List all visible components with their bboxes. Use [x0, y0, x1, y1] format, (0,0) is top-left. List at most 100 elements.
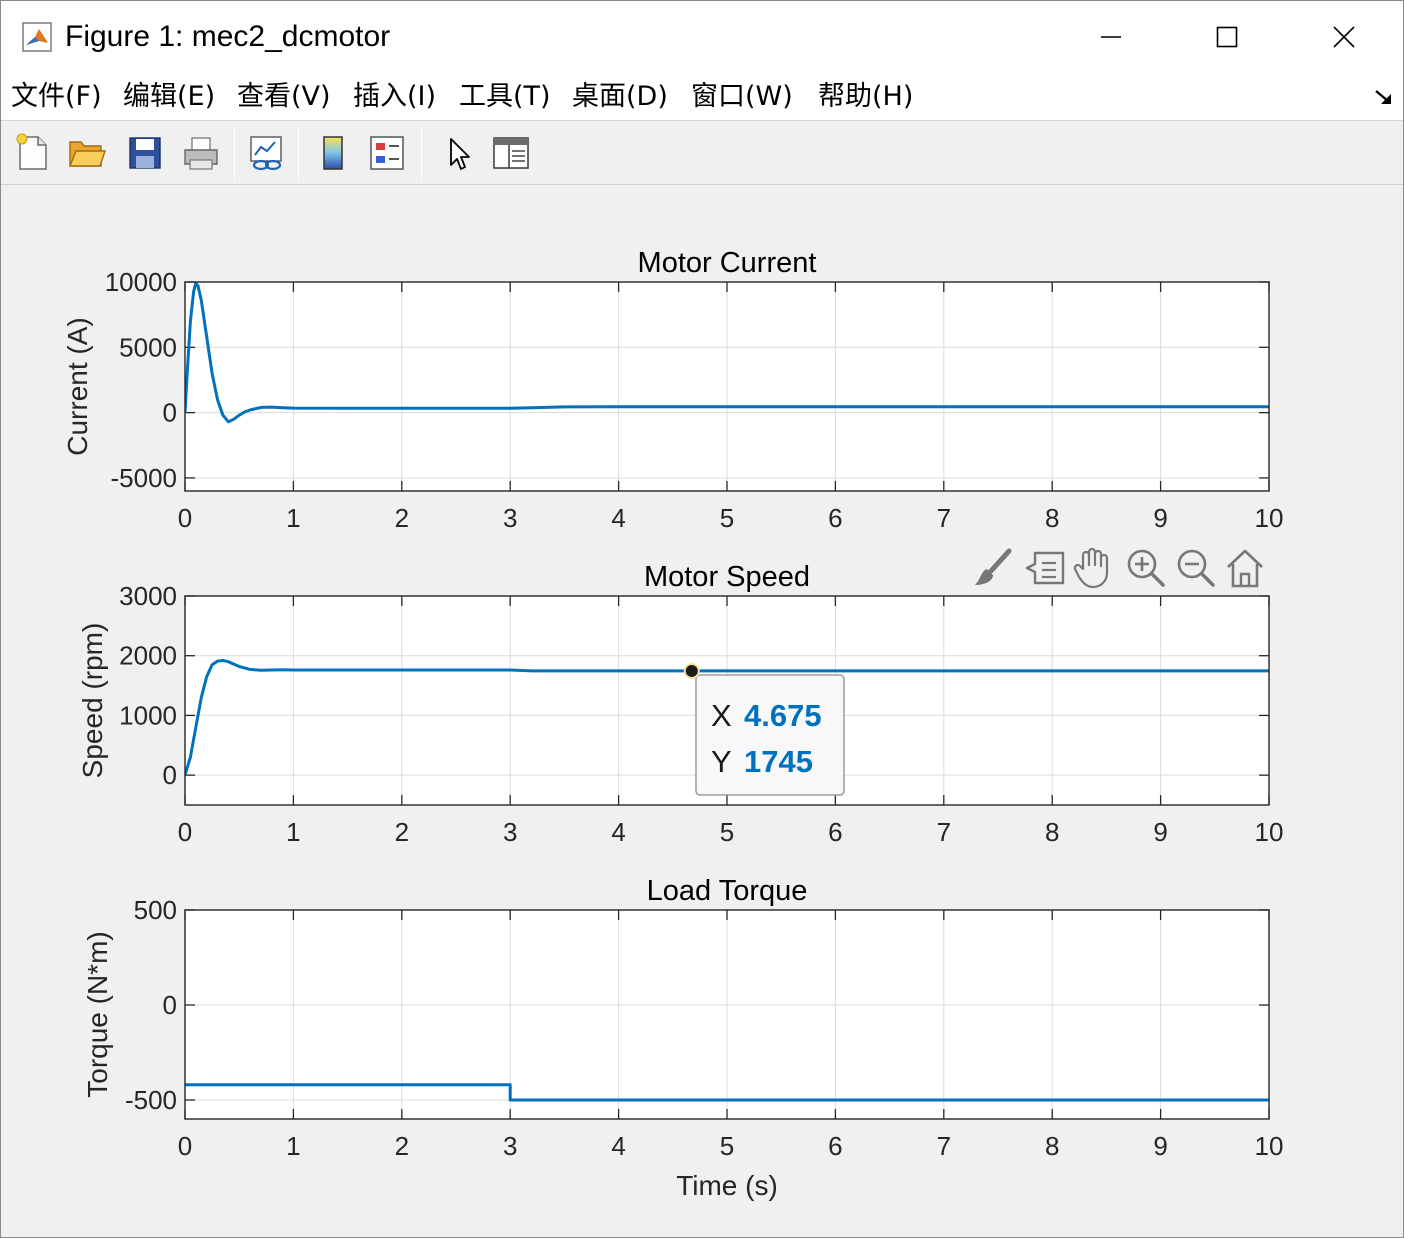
x-tick-label: 0	[178, 503, 192, 533]
zoom-in-button[interactable]	[1127, 549, 1165, 587]
brush-button[interactable]	[975, 548, 1012, 585]
brush-icon	[975, 548, 1012, 585]
edit-plot-button[interactable]	[435, 130, 479, 176]
datatip-icon	[1025, 551, 1065, 585]
plot-title: Motor Current	[638, 247, 817, 279]
y-tick-label: 2000	[119, 641, 177, 671]
menu-insert[interactable]: 插入(I)	[353, 81, 437, 112]
y-tick-label: 10000	[105, 267, 177, 297]
datatip-marker[interactable]	[683, 662, 700, 679]
property-inspector-icon	[493, 137, 529, 169]
x-tick-label: 8	[1045, 503, 1059, 533]
toolbar-separator	[234, 128, 235, 180]
y-axis-label: Speed (rpm)	[77, 623, 108, 779]
x-tick-label: 10	[1255, 503, 1284, 533]
minimize-icon	[1101, 36, 1121, 38]
datatip-box	[695, 674, 845, 796]
pan-button[interactable]	[1073, 547, 1109, 589]
menu-edit[interactable]: 编辑(E)	[123, 81, 216, 112]
maximize-icon	[1216, 26, 1238, 48]
home-button[interactable]	[1227, 549, 1263, 588]
plot-title: Load Torque	[647, 875, 808, 907]
menu-help[interactable]: 帮助(H)	[818, 81, 914, 112]
save-button[interactable]	[123, 130, 167, 176]
link-plot-button[interactable]	[245, 130, 289, 176]
menu-view[interactable]: 查看(V)	[237, 81, 331, 112]
close-button[interactable]	[1309, 13, 1379, 61]
x-tick-label: 8	[1045, 817, 1059, 847]
x-tick-label: 6	[828, 1131, 842, 1161]
datatip-y-label: Y	[711, 744, 732, 779]
x-tick-label: 2	[395, 503, 409, 533]
datatip-x-value: 4.675	[744, 698, 822, 733]
maximize-button[interactable]	[1192, 13, 1262, 61]
toolbar-separator	[298, 128, 299, 180]
colorbar-button[interactable]	[311, 130, 355, 176]
toolbar-separator	[421, 128, 422, 180]
y-tick-label: 3000	[119, 581, 177, 611]
legend-button[interactable]	[365, 130, 409, 176]
menu-file[interactable]: 文件(F)	[11, 81, 102, 112]
y-tick-label: 1000	[119, 700, 177, 730]
y-axis-label: Current (A)	[62, 317, 93, 455]
datatip-y-value: 1745	[744, 744, 813, 779]
home-icon	[1227, 549, 1263, 588]
close-icon	[1333, 26, 1355, 48]
save-icon	[129, 137, 161, 169]
x-tick-label: 9	[1153, 503, 1167, 533]
open-file-icon	[68, 141, 106, 167]
axes-box	[184, 281, 1270, 492]
x-tick-label: 1	[286, 1131, 300, 1161]
new-figure-button[interactable]	[11, 130, 55, 176]
title-bar[interactable]: Figure 1: mec2_dcmotor	[1, 1, 1403, 73]
menu-tools[interactable]: 工具(T)	[459, 81, 551, 112]
y-tick-label: 5000	[119, 332, 177, 362]
x-tick-label: 4	[611, 503, 625, 533]
matlab-icon	[22, 22, 52, 52]
x-tick-label: 4	[611, 817, 625, 847]
zoom-out-button[interactable]	[1177, 549, 1215, 587]
plot-title: Motor Speed	[644, 561, 810, 593]
x-tick-label: 3	[503, 817, 517, 847]
x-tick-label: 7	[937, 503, 951, 533]
x-tick-label: 8	[1045, 1131, 1059, 1161]
x-tick-label: 1	[286, 817, 300, 847]
y-tick-label: 0	[163, 398, 177, 428]
open-file-button[interactable]	[65, 130, 109, 176]
edit-plot-icon	[450, 138, 470, 170]
x-tick-label: 0	[178, 1131, 192, 1161]
x-tick-label: 5	[720, 817, 734, 847]
x-tick-label: 4	[611, 1131, 625, 1161]
axes-1[interactable]: 0 1 2 3 4 5 6 7 8 9 10 3000 2000 1000 0 Motor Speed Spee…	[77, 561, 1283, 847]
x-tick-label: 7	[937, 817, 951, 847]
x-tick-label: 10	[1255, 1131, 1284, 1161]
data-line-series[interactable]	[185, 1083, 1269, 1102]
data-line-series[interactable]	[185, 659, 1269, 776]
datatip-button[interactable]	[1025, 551, 1065, 585]
minimize-button[interactable]	[1076, 13, 1146, 61]
axes-toolbar	[975, 547, 1263, 589]
datatip[interactable]: X 4.675 Y 1745	[683, 662, 845, 796]
menu-desktop[interactable]: 桌面(D)	[572, 81, 668, 112]
print-button[interactable]	[179, 130, 223, 176]
y-tick-label: 0	[163, 760, 177, 790]
property-inspector-button[interactable]	[489, 130, 533, 176]
legend-icon	[370, 136, 404, 170]
axes-box	[184, 909, 1270, 1120]
x-tick-label: 0	[178, 817, 192, 847]
print-icon	[184, 137, 218, 170]
new-figure-icon	[16, 133, 47, 170]
menu-window[interactable]: 窗口(W)	[691, 81, 793, 112]
x-tick-label: 5	[720, 1131, 734, 1161]
data-line-series[interactable]	[185, 282, 1269, 424]
x-tick-label: 9	[1153, 1131, 1167, 1161]
colorbar-icon	[323, 136, 343, 170]
axes-box	[184, 595, 1270, 806]
pan-icon	[1073, 547, 1109, 589]
link-plot-icon	[250, 136, 282, 171]
dock-arrow-icon[interactable]	[1373, 87, 1395, 107]
zoom-in-icon	[1127, 549, 1165, 587]
